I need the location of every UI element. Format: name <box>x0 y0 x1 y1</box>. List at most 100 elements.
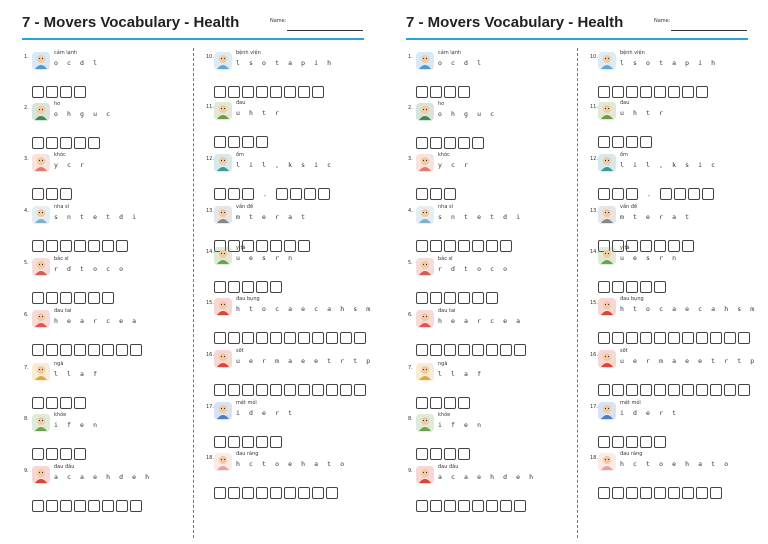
letter-box[interactable] <box>60 344 72 356</box>
letter-box[interactable] <box>444 397 456 409</box>
letter-box[interactable] <box>256 332 268 344</box>
letter-box[interactable] <box>626 436 638 448</box>
letter-box[interactable] <box>724 332 736 344</box>
letter-box[interactable] <box>354 332 366 344</box>
letter-box[interactable] <box>696 487 708 499</box>
letter-box[interactable] <box>430 240 442 252</box>
letter-box[interactable] <box>472 240 484 252</box>
letter-box[interactable] <box>74 448 86 460</box>
letter-box[interactable] <box>458 344 470 356</box>
letter-box[interactable] <box>242 188 254 200</box>
letter-box[interactable] <box>46 344 58 356</box>
letter-box[interactable] <box>444 292 456 304</box>
letter-box[interactable] <box>284 384 296 396</box>
letter-box[interactable] <box>256 487 268 499</box>
letter-box[interactable] <box>626 188 638 200</box>
letter-box[interactable] <box>312 332 324 344</box>
letter-box[interactable] <box>242 281 254 293</box>
letter-box[interactable] <box>626 384 638 396</box>
letter-box[interactable] <box>654 240 666 252</box>
letter-box[interactable] <box>458 292 470 304</box>
letter-box[interactable] <box>430 397 442 409</box>
letter-box[interactable] <box>668 332 680 344</box>
letter-box[interactable] <box>444 500 456 512</box>
letter-box[interactable] <box>598 188 610 200</box>
letter-box[interactable] <box>102 240 114 252</box>
letter-box[interactable] <box>304 188 316 200</box>
letter-box[interactable] <box>214 436 226 448</box>
letter-box[interactable] <box>74 292 86 304</box>
letter-box[interactable] <box>612 86 624 98</box>
letter-box[interactable] <box>74 397 86 409</box>
letter-box[interactable] <box>60 292 72 304</box>
letter-box[interactable] <box>430 86 442 98</box>
letter-box[interactable] <box>312 86 324 98</box>
letter-box[interactable] <box>88 292 100 304</box>
letter-box[interactable] <box>242 136 254 148</box>
letter-box[interactable] <box>626 332 638 344</box>
letter-box[interactable] <box>32 188 44 200</box>
letter-box[interactable] <box>724 384 736 396</box>
letter-box[interactable] <box>430 137 442 149</box>
letter-box[interactable] <box>74 240 86 252</box>
letter-box[interactable] <box>612 384 624 396</box>
letter-box[interactable] <box>444 137 456 149</box>
letter-box[interactable] <box>74 86 86 98</box>
letter-box[interactable] <box>654 487 666 499</box>
letter-box[interactable] <box>228 240 240 252</box>
letter-box[interactable] <box>60 86 72 98</box>
letter-box[interactable] <box>640 86 652 98</box>
letter-box[interactable] <box>290 188 302 200</box>
letter-box[interactable] <box>416 188 428 200</box>
letter-box[interactable] <box>458 137 470 149</box>
letter-box[interactable] <box>60 500 72 512</box>
letter-box[interactable] <box>612 240 624 252</box>
letter-box[interactable] <box>640 136 652 148</box>
letter-box[interactable] <box>298 487 310 499</box>
letter-box[interactable] <box>738 384 750 396</box>
letter-box[interactable] <box>458 86 470 98</box>
letter-box[interactable] <box>256 436 268 448</box>
letter-box[interactable] <box>654 332 666 344</box>
letter-box[interactable] <box>640 436 652 448</box>
letter-box[interactable] <box>270 86 282 98</box>
letter-box[interactable] <box>654 281 666 293</box>
letter-box[interactable] <box>228 86 240 98</box>
letter-box[interactable] <box>284 487 296 499</box>
letter-box[interactable] <box>318 188 330 200</box>
letter-box[interactable] <box>668 487 680 499</box>
letter-box[interactable] <box>612 136 624 148</box>
letter-box[interactable] <box>130 500 142 512</box>
letter-box[interactable] <box>626 281 638 293</box>
letter-box[interactable] <box>102 292 114 304</box>
letter-box[interactable] <box>276 188 288 200</box>
letter-box[interactable] <box>214 136 226 148</box>
letter-box[interactable] <box>458 448 470 460</box>
letter-box[interactable] <box>88 240 100 252</box>
letter-box[interactable] <box>430 292 442 304</box>
letter-box[interactable] <box>228 436 240 448</box>
letter-box[interactable] <box>46 188 58 200</box>
letter-box[interactable] <box>214 86 226 98</box>
letter-box[interactable] <box>284 332 296 344</box>
letter-box[interactable] <box>696 384 708 396</box>
letter-box[interactable] <box>298 86 310 98</box>
letter-box[interactable] <box>472 500 484 512</box>
letter-box[interactable] <box>46 397 58 409</box>
letter-box[interactable] <box>116 500 128 512</box>
letter-box[interactable] <box>458 500 470 512</box>
letter-box[interactable] <box>32 292 44 304</box>
letter-box[interactable] <box>32 500 44 512</box>
letter-box[interactable] <box>312 487 324 499</box>
letter-box[interactable] <box>640 332 652 344</box>
letter-box[interactable] <box>214 384 226 396</box>
letter-box[interactable] <box>228 281 240 293</box>
letter-box[interactable] <box>688 188 700 200</box>
letter-box[interactable] <box>228 188 240 200</box>
letter-box[interactable] <box>710 332 722 344</box>
letter-box[interactable] <box>430 188 442 200</box>
letter-box[interactable] <box>102 500 114 512</box>
letter-box[interactable] <box>46 86 58 98</box>
letter-box[interactable] <box>228 332 240 344</box>
letter-box[interactable] <box>270 240 282 252</box>
